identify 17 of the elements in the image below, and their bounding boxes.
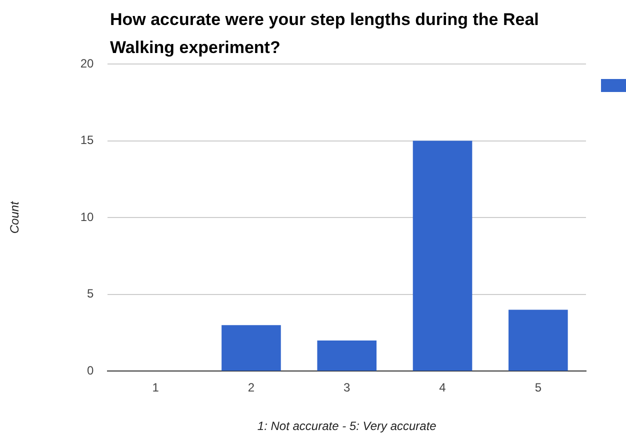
x-tick-label: 4 bbox=[439, 380, 446, 395]
x-axis-title: 1: Not accurate - 5: Very accurate bbox=[257, 419, 437, 434]
x-tick-label: 2 bbox=[248, 380, 255, 395]
y-tick-label: 20 bbox=[80, 56, 94, 70]
bar bbox=[317, 340, 377, 371]
bar bbox=[222, 325, 281, 371]
bar bbox=[508, 310, 568, 371]
x-tick-label: 3 bbox=[344, 380, 351, 395]
chart-title: How accurate were your step lengths during the Real Walking experiment? bbox=[110, 9, 540, 59]
y-axis-title: Count bbox=[8, 200, 22, 234]
y-tick-label: 5 bbox=[87, 286, 94, 301]
y-tick-label: 10 bbox=[80, 210, 94, 224]
y-tick-label: 15 bbox=[80, 133, 94, 148]
y-tick-label: 0 bbox=[87, 364, 94, 378]
bar bbox=[412, 140, 472, 371]
x-tick-label: 5 bbox=[534, 380, 542, 395]
x-tick-label: 1 bbox=[152, 380, 160, 395]
